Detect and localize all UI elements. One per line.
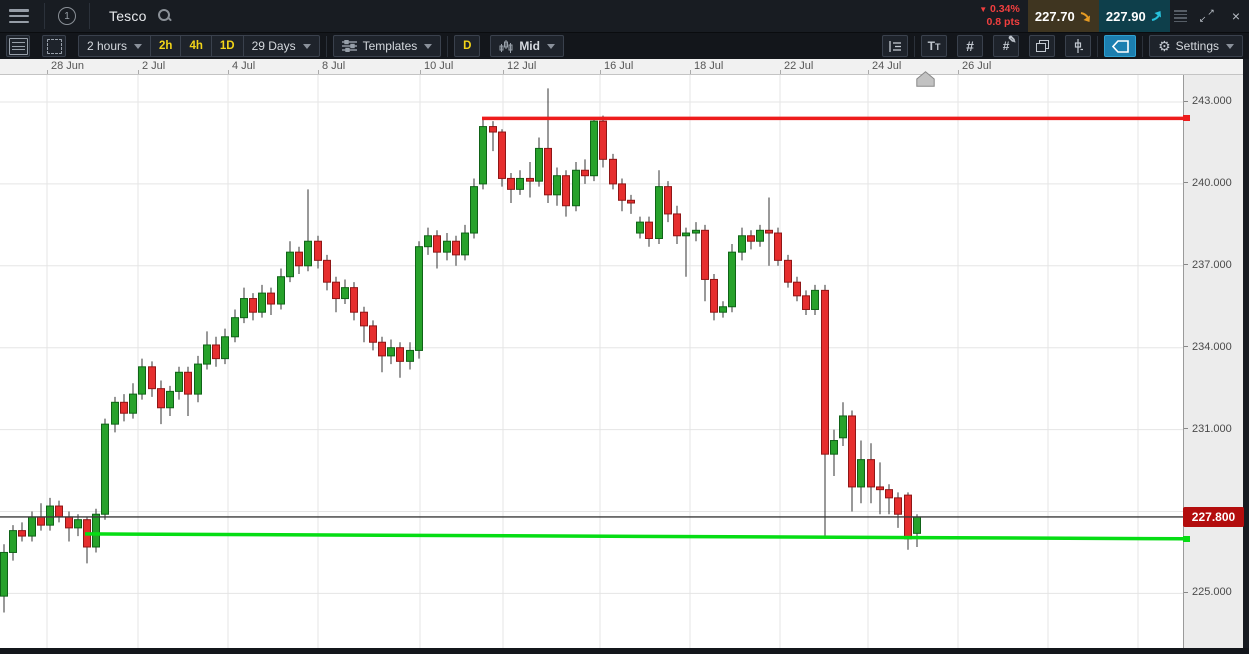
draw-grid-icon[interactable]: # ✎ [993,35,1020,57]
date-tick [47,70,48,74]
account-icon[interactable]: 1 [58,7,76,25]
window-edge [1243,59,1249,648]
chevron-down-icon [134,43,143,49]
chevron-down-icon [302,43,311,49]
price-type-value: Mid [519,39,540,53]
buy-up-arrow-icon [1151,10,1161,21]
price-scale-icon[interactable] [882,35,909,57]
price-type-module: Mid [490,35,564,57]
bottom-bar [0,648,1249,654]
divider [44,3,45,29]
pointer-tool-icon[interactable] [1104,35,1137,57]
date-axis-label: 26 Jul [962,60,992,72]
timeframe-dropdown[interactable]: 2 hours [79,36,150,56]
chart-area[interactable]: 243.000 240.000 237.000 234.000 231.000 225.0… [0,75,1249,648]
gear-icon: ⚙ [1158,37,1171,54]
candle-marker-icon[interactable] [1065,35,1092,57]
templates-sliders-icon [341,40,357,52]
grid-icon[interactable]: # [957,35,984,57]
instrument-title: Tesco [109,8,147,24]
date-axis-label: 4 Jul [232,60,256,72]
date-tick [420,70,421,74]
time-marker-icon[interactable] [916,71,935,87]
close-icon[interactable]: × [1231,8,1240,24]
date-tick [228,70,229,74]
timeframe-value: 2 hours [87,39,128,53]
date-tick [318,70,319,74]
divider [89,3,90,29]
layout-select-icon[interactable] [42,35,66,57]
text-tool-icon[interactable]: TT [921,35,948,57]
quick-timeframe-4h[interactable]: 4h [189,40,203,52]
date-axis-label: 24 Jul [872,60,902,72]
price-axis-label: 225.000 [1184,586,1232,598]
resistance-axis-mark [1183,115,1190,122]
price-axis-label: 243.000 [1184,95,1232,107]
top-bar: 1 Tesco ▼ 0.34% 0.8 pts 227.70 227.90 ↗ ↙… [0,0,1249,32]
candlestick-plot[interactable] [0,75,1183,648]
settings-label: Settings [1175,39,1219,53]
date-tick [958,70,959,74]
settings-button[interactable]: ⚙ Settings [1150,36,1242,56]
date-axis-label: 16 Jul [604,60,634,72]
date-tick [503,70,504,74]
date-axis-label: 12 Jul [507,60,537,72]
timeframe-module: 2 hours 2h 4h 1D 29 Days [78,35,320,57]
price-type-dropdown[interactable]: Mid [491,36,563,56]
sell-down-arrow-icon [1080,11,1090,22]
change-down-arrow-icon: ▼ [979,4,988,14]
drag-handle-icon[interactable] [1173,3,1187,29]
date-tick [868,70,869,74]
last-price-label: 227.800 [1183,506,1244,527]
chevron-down-icon [424,43,433,49]
expand-icon[interactable]: ↗ ↙ [1198,7,1215,24]
chart-toolbar: 2 hours 2h 4h 1D 29 Days Temp [0,32,1249,59]
menu-icon[interactable] [9,9,29,23]
day-button[interactable]: D [454,35,481,57]
range-dropdown[interactable]: 29 Days [244,36,319,56]
date-axis-label: 22 Jul [784,60,814,72]
price-axis-label: 234.000 [1184,341,1232,353]
chart-list-icon[interactable] [6,35,30,57]
date-tick [690,70,691,74]
chevron-down-icon [1226,43,1234,49]
templates-label: Templates [362,39,418,53]
price-axis[interactable]: 243.000 240.000 237.000 234.000 231.000 225.0… [1183,75,1243,648]
account-badge: 1 [64,10,70,22]
templates-dropdown[interactable]: Templates [334,36,441,56]
chevron-down-icon [546,43,555,49]
date-tick [138,70,139,74]
price-axis-label: 237.000 [1184,259,1232,271]
search-icon[interactable] [157,8,173,24]
date-tick [600,70,601,74]
support-axis-mark [1183,535,1190,542]
date-axis-label: 18 Jul [694,60,724,72]
date-tick [780,70,781,74]
buy-price-button[interactable]: 227.90 [1098,0,1170,32]
change-percent: 0.34% [990,2,1020,15]
date-axis-label: 10 Jul [424,60,454,72]
price-axis-label: 240.000 [1184,177,1232,189]
buy-price: 227.90 [1105,8,1146,24]
candlestick-type-icon [499,39,513,53]
windows-stack-icon[interactable] [1029,35,1056,57]
date-axis-label: 28 Jun [51,60,85,72]
date-axis-label: 2 Jul [142,60,166,72]
date-axis-label: 8 Jul [322,60,346,72]
sell-price-button[interactable]: 227.70 [1027,0,1099,32]
quick-timeframe-2h[interactable]: 2h [159,40,173,52]
settings-module: ⚙ Settings [1149,35,1243,57]
change-points: 0.8 pts [986,16,1020,28]
sell-price: 227.70 [1034,8,1075,24]
templates-module: Templates [332,35,442,57]
quick-timeframe-1d[interactable]: 1D [219,40,235,52]
price-axis-label: 231.000 [1184,423,1232,435]
date-axis[interactable]: 28 Jun 2 Jul 4 Jul 8 Jul 10 Jul 12 Jul 16 Jul 1… [0,59,1249,75]
price-change: ▼ 0.34% 0.8 pts [979,3,1020,29]
range-value: 29 Days [251,39,296,53]
